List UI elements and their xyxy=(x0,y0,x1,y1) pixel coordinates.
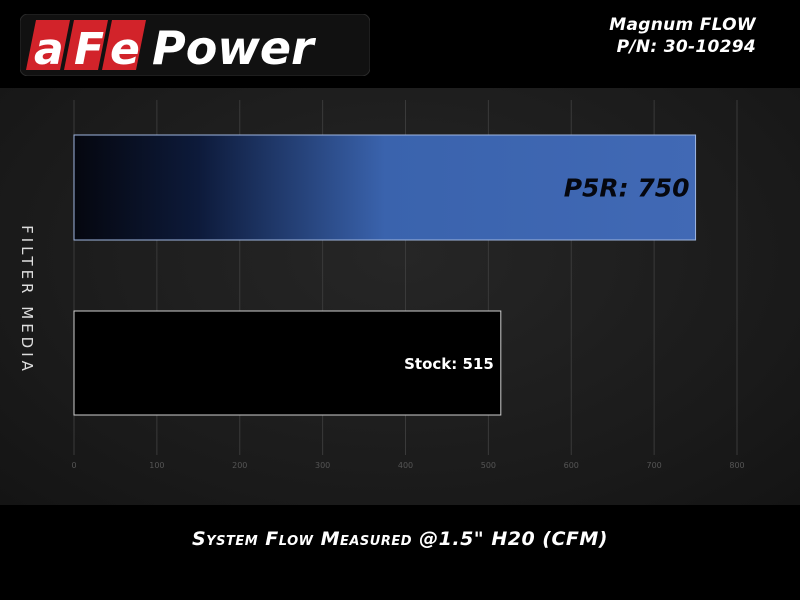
x-tick-label: 100 xyxy=(149,461,164,470)
x-tick-label: 200 xyxy=(232,461,247,470)
y-axis-label: FILTER MEDIA xyxy=(18,225,36,375)
x-tick-label: 800 xyxy=(729,461,744,470)
product-title: Magnum FLOW P/N: 30-10294 xyxy=(609,14,756,58)
data-label: P5R: 750 xyxy=(564,174,690,203)
afe-power-logo: a F e Power xyxy=(20,14,370,76)
svg-text:e: e xyxy=(110,24,140,75)
svg-text:a: a xyxy=(34,24,64,75)
x-tick-label: 500 xyxy=(481,461,496,470)
product-name: Magnum FLOW xyxy=(609,15,756,35)
part-number: P/N: 30-10294 xyxy=(616,37,756,57)
x-tick-label: 0 xyxy=(71,461,76,470)
x-axis-label: System Flow Measured @1.5" H20 (CFM) xyxy=(192,528,608,550)
x-tick-label: 700 xyxy=(646,461,661,470)
header: a F e Power Magnum FLOW P/N: 30-10294 xyxy=(0,0,800,88)
svg-text:F: F xyxy=(74,24,104,75)
svg-text:Power: Power xyxy=(152,21,317,75)
bar-stock xyxy=(73,310,502,416)
data-label: Stock: 515 xyxy=(404,355,494,373)
x-tick-label: 400 xyxy=(398,461,413,470)
bar-p5r xyxy=(73,134,697,241)
footer xyxy=(0,505,800,600)
x-tick-label: 600 xyxy=(564,461,579,470)
x-tick-label: 300 xyxy=(315,461,330,470)
